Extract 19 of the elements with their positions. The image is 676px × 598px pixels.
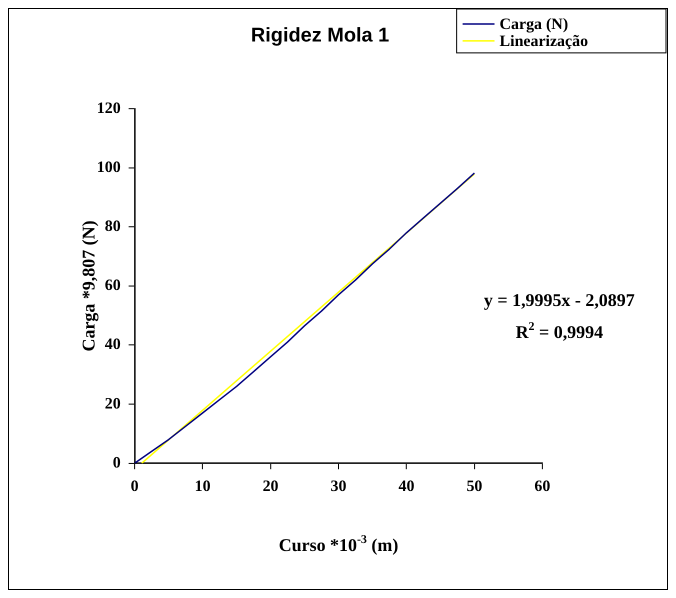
x-tick-label: 60 xyxy=(534,478,550,495)
x-tick-label: 40 xyxy=(398,478,414,495)
x-tick-label: 20 xyxy=(262,478,279,495)
y-tick-label: 20 xyxy=(104,395,121,412)
x-tick-label: 10 xyxy=(194,478,211,495)
y-tick-label: 60 xyxy=(104,277,121,294)
legend-label: Carga (N) xyxy=(500,16,568,34)
annotation: y = 1,9995x - 2,0897 xyxy=(484,290,635,310)
y-tick-label: 80 xyxy=(104,218,121,235)
x-tick-label: 50 xyxy=(466,478,482,495)
legend-label: Linearização xyxy=(500,33,588,50)
y-tick-label: 40 xyxy=(104,336,121,354)
y-tick-label: 0 xyxy=(112,454,121,472)
y-axis-title: Carga *9,807 (N) xyxy=(78,220,99,352)
chart-title: Rigidez Mola 1 xyxy=(250,24,390,46)
x-tick-label: 0 xyxy=(130,478,139,495)
x-tick-label: 30 xyxy=(330,478,346,495)
y-tick-label: 100 xyxy=(96,158,121,176)
y-tick-label: 120 xyxy=(96,100,121,117)
